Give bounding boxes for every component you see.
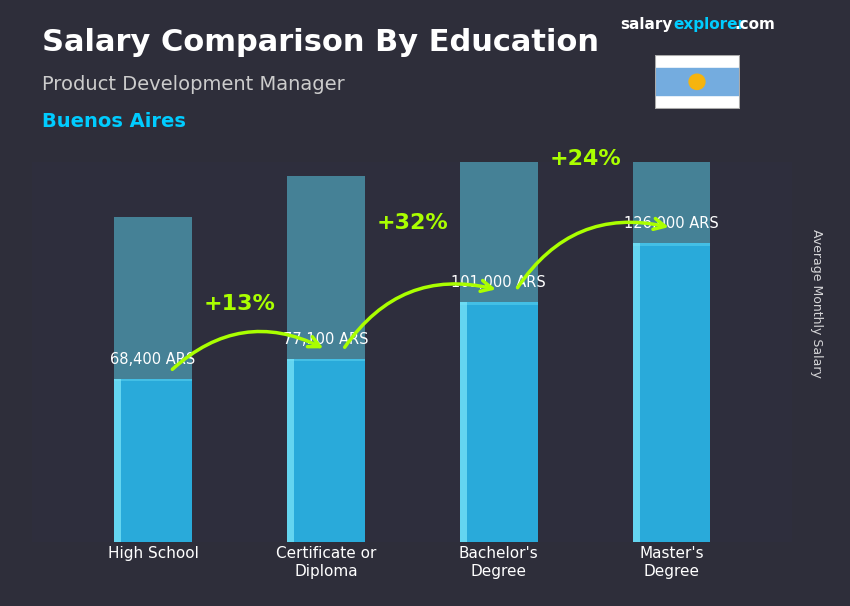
- Bar: [460, 302, 467, 542]
- Bar: [287, 359, 365, 542]
- Bar: [632, 243, 711, 542]
- Bar: [654, 68, 740, 96]
- Bar: [114, 379, 121, 542]
- Bar: [114, 379, 192, 542]
- Text: 126,000 ARS: 126,000 ARS: [624, 216, 719, 231]
- Text: +32%: +32%: [377, 213, 448, 233]
- Bar: [632, 243, 639, 542]
- Text: 68,400 ARS: 68,400 ARS: [110, 353, 196, 367]
- Bar: [632, 0, 711, 247]
- Text: +13%: +13%: [203, 294, 275, 314]
- Text: .com: .com: [734, 17, 775, 32]
- Text: Product Development Manager: Product Development Manager: [42, 75, 345, 95]
- Text: 101,000 ARS: 101,000 ARS: [451, 275, 546, 290]
- Text: Salary Comparison By Education: Salary Comparison By Education: [42, 28, 599, 57]
- Text: salary: salary: [620, 17, 673, 32]
- Text: Buenos Aires: Buenos Aires: [42, 112, 186, 131]
- Text: explorer: explorer: [673, 17, 745, 32]
- Bar: [460, 62, 537, 305]
- Text: Average Monthly Salary: Average Monthly Salary: [809, 228, 823, 378]
- Circle shape: [689, 74, 705, 90]
- Text: +24%: +24%: [549, 149, 621, 169]
- Bar: [114, 217, 192, 381]
- Bar: [287, 176, 365, 361]
- Bar: [460, 302, 537, 542]
- Bar: [287, 359, 294, 542]
- Text: 77,100 ARS: 77,100 ARS: [283, 332, 369, 347]
